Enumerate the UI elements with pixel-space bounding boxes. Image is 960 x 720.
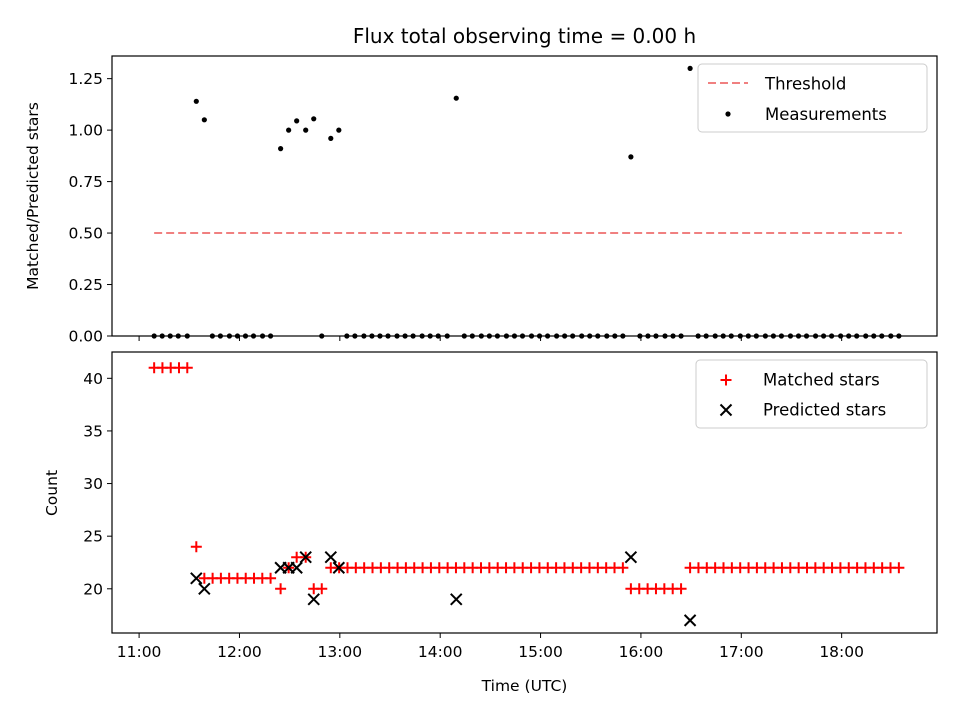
x-tick-label: 12:00	[217, 643, 262, 661]
predicted-star-marker	[683, 614, 697, 627]
measurement-point	[311, 116, 317, 122]
predicted-star-marker	[324, 551, 338, 564]
predicted-star-marker	[299, 551, 312, 564]
measurement-point	[687, 65, 693, 71]
predicted-star-marker	[198, 582, 211, 596]
legend-box	[697, 63, 928, 133]
measurement-point	[294, 118, 300, 124]
y-tick-label: 0.00	[68, 328, 103, 346]
y-tick-label: 0.50	[68, 225, 103, 243]
x-tick-label: 16:00	[619, 643, 664, 661]
predicted-star-marker	[332, 561, 346, 574]
legend-matched-label: Matched stars	[763, 371, 880, 390]
x-tick-label: 14:00	[418, 643, 463, 661]
matched-star-marker	[675, 583, 687, 595]
predicted-star-marker	[719, 403, 733, 417]
measurement-point	[336, 127, 342, 133]
measurement-point	[278, 146, 284, 152]
x-tick-label: 13:00	[317, 643, 362, 661]
measurement-point	[193, 98, 199, 104]
measurement-point	[201, 117, 207, 123]
legend-predicted-label: Predicted stars	[763, 401, 886, 420]
matched-star-marker	[190, 541, 202, 553]
matched-star-marker	[893, 562, 905, 574]
legend-threshold-label: Threshold	[764, 75, 846, 94]
x-tick-label: 11:00	[117, 643, 162, 661]
predicted-star-marker	[624, 551, 638, 564]
measurement-point	[628, 154, 634, 160]
y-tick-label: 40	[83, 370, 103, 388]
bottom-y-axis-label: Count	[43, 470, 61, 516]
top-panel: 0.00 0.25 0.50 0.75 1.00 1.25 Threshold Measure…	[68, 55, 938, 346]
y-tick-label: 1.25	[68, 70, 103, 88]
matched-star-marker	[617, 562, 629, 574]
predicted-star-marker	[450, 593, 463, 606]
measurement-point	[303, 127, 309, 133]
x-axis-label: Time (UTC)	[481, 677, 568, 695]
predicted-star-marker	[307, 593, 320, 606]
predicted-star-marker	[190, 572, 203, 585]
y-tick-label: 35	[83, 422, 103, 440]
measurement-point	[328, 135, 334, 141]
matched-star-marker	[316, 583, 328, 595]
plot-frame	[111, 55, 938, 337]
bottom-panel: 20 25 30 35 40 11:00 12:00 13:00 14:00 15:00 16:00…	[83, 351, 938, 661]
y-tick-label: 0.25	[68, 276, 103, 294]
x-tick-label: 17:00	[719, 643, 764, 661]
chart-title: Flux total observing time = 0.00 h	[353, 24, 696, 48]
legend-measurements-label: Measurements	[765, 105, 887, 124]
matched-star-marker	[265, 572, 277, 584]
y-tick-label: 1.00	[68, 122, 103, 140]
legend-measurements-swatch	[725, 111, 731, 117]
measurement-point	[286, 127, 292, 133]
x-tick-label: 18:00	[819, 643, 864, 661]
y-tick-label: 30	[83, 475, 103, 493]
measurement-point	[453, 95, 459, 101]
y-tick-label: 20	[83, 580, 103, 598]
y-tick-label: 25	[83, 528, 103, 546]
y-tick-label: 0.75	[68, 173, 103, 191]
legend-box	[695, 359, 928, 429]
predicted-star-marker	[290, 561, 303, 574]
x-tick-label: 15:00	[518, 643, 563, 661]
matched-star-marker	[720, 374, 732, 386]
legend-top: Threshold Measurements	[697, 63, 928, 133]
matched-star-marker	[275, 583, 287, 595]
plot-frame	[111, 351, 938, 634]
top-y-axis-label: Matched/Predicted stars	[24, 102, 42, 290]
legend-bottom: Matched stars Predicted stars	[695, 359, 928, 429]
matched-star-marker	[181, 362, 193, 374]
